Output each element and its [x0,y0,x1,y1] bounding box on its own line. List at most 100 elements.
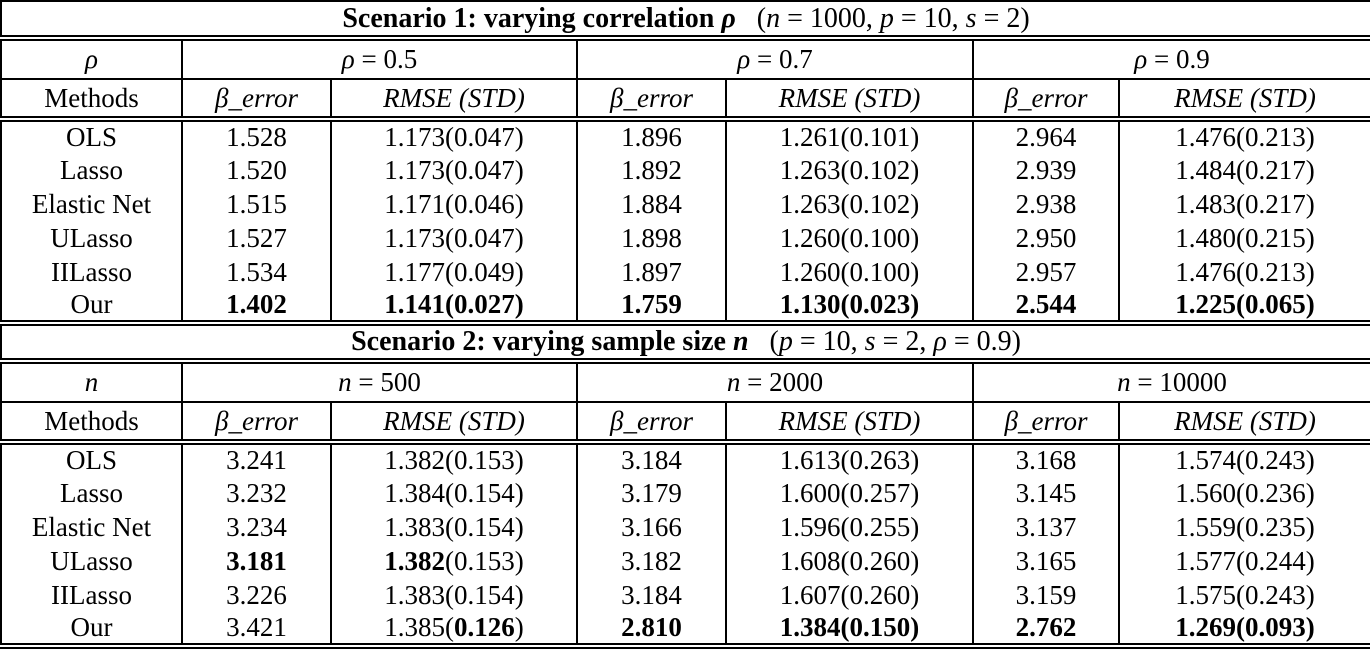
text-segment: 3.182 [621,545,682,576]
text-segment: 3.168 [1015,445,1077,475]
beta-error-value: 3.232 [181,476,332,510]
method-cell: IILasso [0,578,183,612]
text-segment: 3.137 [1015,511,1077,542]
text-segment: 2.544 [1015,289,1077,319]
beta-error-header: β_error [576,79,727,122]
text-segment: 1.607(0.260) [779,579,920,610]
group-header: n = 500 [181,361,578,403]
text-segment: 1.577(0.244) [1175,545,1315,576]
table-row: Elastic Net 1.515 1.171(0.046) 1.884 1.263(0… [0,187,1370,221]
beta-error-value: 3.181 [181,544,332,578]
text-segment: = 0.5 [354,44,418,74]
rmse-std-value: 1.476(0.213) [1117,119,1370,153]
text-segment: (0.153) [445,545,524,576]
text-segment: 1.261(0.101) [779,122,920,152]
text-segment: ( [735,2,767,34]
table-row: OLS 3.241 1.382(0.153) 3.184 1.613(0.263) 3.1… [0,442,1370,476]
rmse-std-header: RMSE (STD) [725,79,974,122]
beta-error-value: 2.964 [972,119,1120,153]
table-row: ULasso 3.181 1.382(0.153) 3.182 1.608(0.260)… [0,544,1370,578]
rmse-std-header: RMSE (STD) [725,402,974,445]
text-segment: 1.892 [621,154,682,185]
text-segment: n [766,2,781,34]
rmse-std-value: 1.260(0.100) [725,221,974,255]
text-segment: β_error [215,82,298,113]
text-segment: = 0.9) [946,326,1021,357]
group-header: ρ = 0.5 [181,38,578,80]
beta-error-value: 3.165 [972,544,1120,578]
beta-error-value: 1.759 [576,289,727,326]
method-cell: ULasso [0,221,183,255]
text-segment: 1.384(0.154) [384,477,524,508]
text-segment: = 2) [976,2,1030,34]
beta-error-value: 1.898 [576,221,727,255]
text-segment: ULasso [50,222,133,253]
text-segment: β_error [1004,405,1088,436]
text-segment: 1.225(0.065) [1175,289,1315,319]
text-segment: Our [70,289,113,319]
rmse-std-value: 1.225(0.065) [1117,289,1370,326]
rmse-std-value: 1.483(0.217) [1117,187,1370,221]
text-segment: s [965,2,977,34]
text-segment: IILasso [51,579,132,610]
text-segment: 3.232 [226,477,287,508]
text-segment: 1.596(0.255) [779,511,920,542]
text-segment: 1.600(0.257) [779,477,920,508]
table-row: IILasso 3.226 1.383(0.154) 3.184 1.607(0.260… [0,578,1370,612]
method-cell: Elastic Net [0,510,183,544]
text-segment: 2.810 [621,612,682,642]
text-segment: 1.130(0.023) [779,289,920,319]
text-segment: Elastic Net [31,511,152,542]
rmse-std-value: 1.480(0.215) [1117,221,1370,255]
text-segment: IILasso [51,256,132,287]
text-segment: Scenario 2: varying sample size [351,326,733,357]
table-row: Lasso 3.232 1.384(0.154) 3.179 1.600(0.257) 3… [0,476,1370,510]
text-segment: β_error [215,405,298,436]
text-segment: RMSE (STD) [1174,82,1316,113]
group-header: n = 10000 [971,361,1370,403]
text-segment: 1.173(0.047) [384,122,524,152]
beta-error-value: 3.226 [181,578,332,612]
rmse-std-header: RMSE (STD) [330,79,578,122]
text-segment: ρ [341,44,355,74]
text-segment: 3.179 [621,477,682,508]
table-row: Our 1.402 1.141(0.027) 1.759 1.130(0.023) 2.5… [0,289,1370,326]
rmse-std-value: 1.260(0.100) [725,255,974,289]
text-segment: 1.560(0.236) [1175,477,1315,508]
text-segment: 3.145 [1015,477,1077,508]
text-segment: 1.383(0.154) [384,511,524,542]
text-segment: Scenario 1: varying correlation [342,2,722,34]
text-segment: ρ [737,44,751,74]
rmse-std-value: 1.575(0.243) [1117,578,1370,612]
text-segment: 1.527 [226,222,287,253]
beta-error-value: 3.182 [576,544,727,578]
text-segment: 1.559(0.235) [1175,511,1315,542]
text-segment: RMSE (STD) [1174,405,1316,436]
method-cell: Lasso [0,476,183,510]
beta-error-value: 2.544 [972,289,1120,326]
rmse-std-header: RMSE (STD) [1117,402,1370,445]
text-segment: s [864,326,876,357]
table-row: Lasso 1.520 1.173(0.047) 1.892 1.263(0.102) 2… [0,153,1370,187]
text-segment: 1.383(0.154) [384,579,524,610]
text-segment: 3.166 [621,511,682,542]
text-segment: 3.184 [621,579,682,610]
text-segment: 1.384(0.150) [779,612,920,642]
text-segment: 1.480(0.215) [1175,222,1315,253]
rmse-std-header: RMSE (STD) [330,402,578,445]
text-segment: 3.165 [1015,545,1077,576]
beta-error-value: 1.520 [181,153,332,187]
text-segment: 2.938 [1015,188,1077,219]
text-segment: 1.141(0.027) [384,289,524,319]
beta-error-value: 3.421 [181,612,332,649]
rmse-std-value: 1.383(0.154) [330,510,578,544]
beta-error-value: 2.810 [576,612,727,649]
text-segment: 1.520 [226,154,287,185]
beta-error-value: 3.241 [181,442,332,476]
text-segment: = 0.7 [750,44,813,74]
rmse-std-value: 1.559(0.235) [1117,510,1370,544]
text-segment: RMSE (STD) [383,82,525,113]
text-segment: 3.241 [226,445,287,475]
beta-error-value: 3.184 [576,442,727,476]
